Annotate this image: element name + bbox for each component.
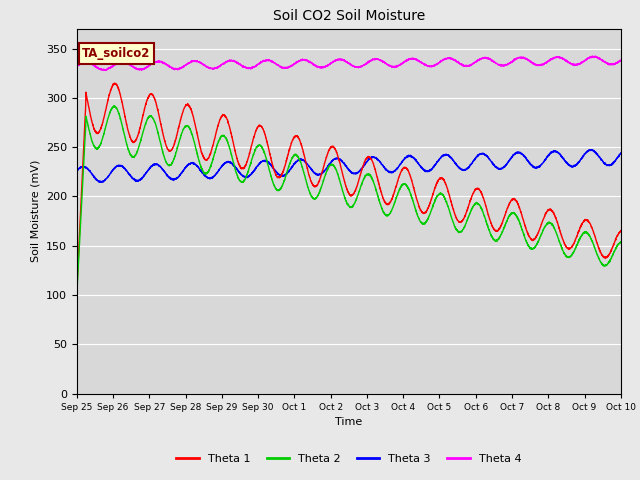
Theta 4 — [189, 58, 197, 64]
Theta 1 — [225, 121, 233, 127]
Theta 4 — [73, 63, 81, 69]
Theta 3 — [189, 161, 197, 167]
Theta 1 — [189, 115, 197, 121]
Theta 2 — [565, 253, 573, 259]
Theta 1 — [402, 165, 410, 170]
Theta 3 — [73, 168, 81, 174]
Theta 3 — [225, 159, 233, 165]
Theta 1 — [412, 192, 419, 198]
Title: Soil CO2 Soil Moisture: Soil CO2 Soil Moisture — [273, 10, 425, 24]
Theta 3 — [565, 163, 573, 168]
Theta 2 — [225, 143, 233, 149]
Text: TA_soilco2: TA_soilco2 — [82, 47, 150, 60]
Theta 4 — [402, 58, 410, 64]
Theta 2 — [412, 206, 419, 212]
Theta 3 — [588, 147, 595, 153]
Theta 4 — [617, 58, 625, 63]
Theta 1 — [617, 228, 625, 234]
Theta 1 — [73, 287, 81, 293]
Theta 2 — [617, 240, 625, 246]
Theta 4 — [617, 58, 625, 63]
Theta 4 — [412, 56, 419, 62]
Line: Theta 3: Theta 3 — [77, 150, 621, 182]
Theta 4 — [102, 67, 109, 73]
Theta 1 — [111, 81, 119, 86]
Theta 4 — [589, 53, 596, 59]
Theta 3 — [617, 150, 625, 156]
Theta 3 — [97, 180, 104, 185]
Theta 3 — [402, 155, 410, 160]
Theta 2 — [73, 292, 81, 298]
Theta 2 — [111, 103, 118, 108]
Theta 1 — [617, 228, 625, 234]
Theta 4 — [225, 58, 233, 63]
Theta 1 — [565, 246, 573, 252]
Theta 2 — [617, 240, 625, 245]
Theta 2 — [402, 182, 410, 188]
Legend: Theta 1, Theta 2, Theta 3, Theta 4: Theta 1, Theta 2, Theta 3, Theta 4 — [172, 449, 525, 468]
Theta 3 — [617, 151, 625, 156]
Line: Theta 1: Theta 1 — [77, 84, 621, 290]
Y-axis label: Soil Moisture (mV): Soil Moisture (mV) — [30, 160, 40, 263]
Line: Theta 2: Theta 2 — [77, 106, 621, 295]
Theta 2 — [189, 137, 197, 143]
Theta 4 — [565, 60, 573, 65]
Line: Theta 4: Theta 4 — [77, 56, 621, 70]
Theta 3 — [412, 156, 419, 162]
X-axis label: Time: Time — [335, 417, 362, 427]
